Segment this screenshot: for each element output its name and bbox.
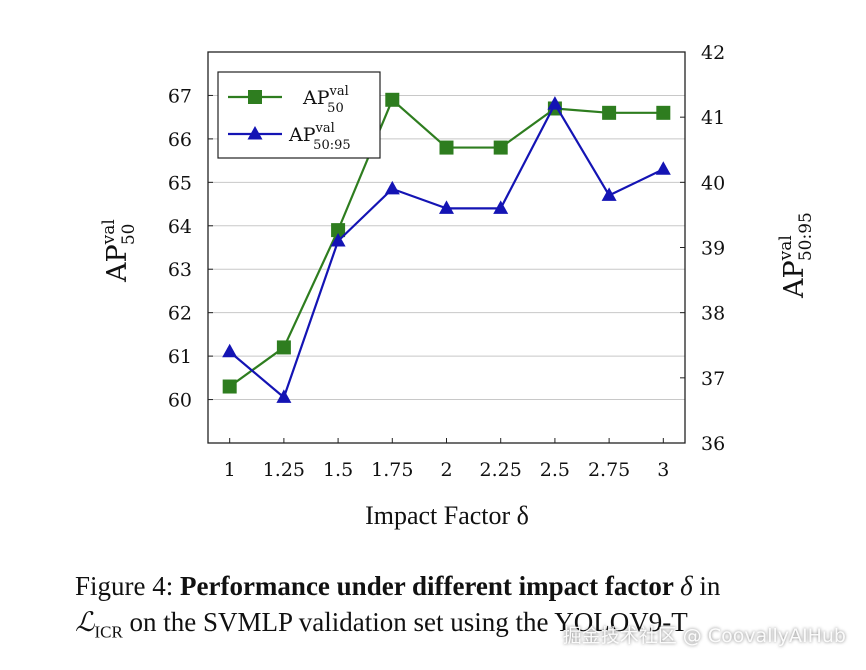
data-point (222, 379, 237, 394)
caption-prefix: Figure 4: (75, 571, 180, 601)
axis-labels: APval50 APval50:95 Impact Factor δ (99, 212, 816, 530)
data-point (331, 223, 346, 238)
y-left-label: APval50 (99, 219, 139, 283)
y-right-tick-label: 41 (701, 107, 725, 129)
watermark: 掘金技术社区 @ CoovallyAIHub (562, 625, 846, 647)
y-right-tick-label: 36 (701, 433, 725, 455)
data-point (602, 105, 617, 120)
caption-rest: on the SVMLP validation set using the YO… (122, 607, 688, 637)
x-tick-label: 3 (657, 459, 669, 481)
x-tick-label: 1 (224, 459, 236, 481)
series-1 (222, 92, 671, 394)
legend-label: APval 50 (302, 84, 349, 116)
data-point (385, 92, 400, 107)
data-point (439, 140, 454, 155)
legend-box (217, 71, 381, 159)
caption-delta: δ (680, 571, 693, 601)
legend-label: APval 50:95 (288, 121, 351, 153)
series-layer (222, 92, 671, 403)
x-tick-label: 1.25 (263, 459, 305, 481)
y-left-tick-label: 60 (168, 390, 192, 412)
y-left-tick-label: 62 (168, 303, 192, 325)
caption-loss-sub: ICR (94, 622, 123, 642)
y-left-tick-label: 64 (168, 216, 192, 238)
data-point (547, 96, 563, 110)
data-point (439, 200, 454, 214)
data-point (276, 340, 291, 355)
x-tick-label: 2.25 (480, 459, 522, 481)
series-2 (222, 96, 671, 403)
x-tick-label: 1.5 (323, 459, 353, 481)
data-point (384, 180, 400, 195)
y-right-tick-label: 42 (701, 42, 725, 64)
data-point (222, 343, 238, 358)
y-right-label: APval50:95 (776, 212, 816, 299)
data-point (655, 161, 671, 175)
y-right-tick-label: 39 (701, 238, 725, 260)
caption-loss-symbol: ℒ (75, 607, 95, 637)
chart: 60 61 62 63 64 65 66 67 36 37 38 39 40 41 42 1 1.25 1.5 1.… (99, 42, 816, 530)
y-left-tick-label: 65 (168, 172, 192, 194)
data-point (493, 140, 508, 155)
y-right-tick-label: 37 (701, 368, 725, 390)
data-point (330, 232, 346, 247)
caption-bold: Performance under different impact facto… (180, 571, 681, 601)
y-left-tick-label: 63 (168, 259, 192, 281)
data-point (656, 105, 671, 120)
x-tick-label: 2.5 (540, 459, 570, 481)
y-left-tick-label: 67 (168, 85, 192, 107)
x-tick-label: 1.75 (371, 459, 413, 481)
data-point (276, 389, 292, 403)
y-left-tick-label: 61 (168, 346, 192, 368)
caption-after-delta: in (692, 571, 721, 601)
legend-marker (247, 126, 263, 140)
x-tick-label: 2.75 (588, 459, 630, 481)
legend-marker (248, 90, 262, 104)
y-right-tick-label: 40 (701, 172, 725, 194)
y-left-tick-label: 66 (168, 129, 192, 151)
x-tick-label: 2 (440, 459, 452, 481)
figure-caption: Figure 4: Performance under different im… (75, 568, 845, 650)
data-point (493, 200, 509, 214)
data-point (601, 187, 617, 201)
legend: APval 50 APval 50:95 (217, 71, 381, 159)
axis-ticks: 60 61 62 63 64 65 66 67 36 37 38 39 40 41 42 1 1.25 1.5 1.… (168, 42, 725, 481)
y-right-tick-label: 38 (701, 303, 725, 325)
x-axis-label: Impact Factor δ (365, 501, 529, 530)
